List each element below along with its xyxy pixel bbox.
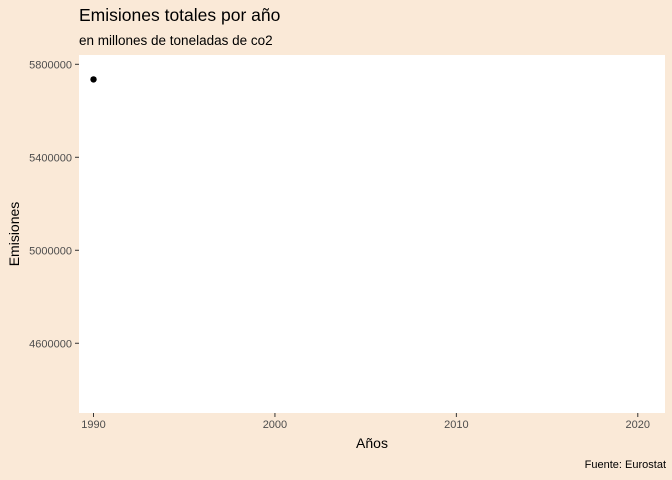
chart-title: Emisiones totales por año [79,5,280,25]
x-axis-title: Años [356,435,388,451]
y-tick-label: 5800000 [29,59,72,71]
x-tick-label: 2000 [263,419,287,431]
data-point [90,76,97,83]
y-tick-label: 5400000 [29,152,72,164]
y-tick-label: 4600000 [29,338,72,350]
y-tick-label: 5000000 [29,245,72,257]
plot-panel [79,55,665,413]
chart-subtitle: en millones de toneladas de co2 [79,33,273,48]
x-axis: 1990 2000 2010 2020 [81,413,650,431]
x-tick-label: 2010 [444,419,468,431]
y-axis: 4600000 5000000 5400000 5800000 [29,59,79,350]
data-points [90,76,97,83]
chart-caption: Fuente: Eurostat [585,459,666,471]
x-tick-label: 2020 [626,419,650,431]
y-axis-title: Emisiones [6,202,22,267]
x-tick-label: 1990 [81,419,105,431]
